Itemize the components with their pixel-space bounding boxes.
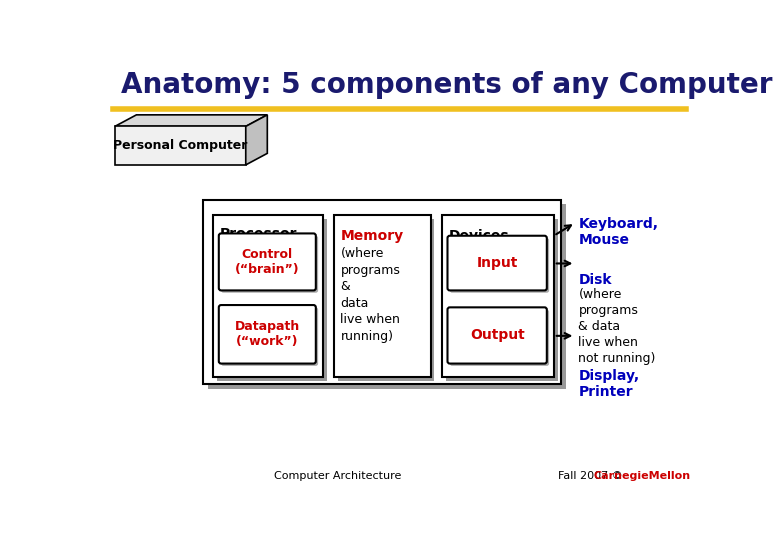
Text: Computer: Computer: [250, 213, 319, 227]
Text: (where
programs
&
data
live when
running): (where programs & data live when running…: [340, 247, 400, 343]
FancyBboxPatch shape: [208, 204, 566, 389]
FancyBboxPatch shape: [339, 219, 434, 381]
Text: Devices: Devices: [448, 229, 509, 243]
FancyBboxPatch shape: [335, 215, 431, 377]
FancyBboxPatch shape: [442, 215, 554, 377]
FancyBboxPatch shape: [448, 307, 547, 363]
FancyBboxPatch shape: [446, 219, 558, 381]
FancyBboxPatch shape: [450, 309, 549, 366]
FancyBboxPatch shape: [448, 236, 547, 291]
FancyBboxPatch shape: [218, 219, 327, 381]
Polygon shape: [246, 115, 268, 165]
Text: Memory: Memory: [340, 229, 403, 243]
FancyBboxPatch shape: [219, 305, 316, 363]
FancyBboxPatch shape: [219, 233, 316, 291]
Text: Control
(“brain”): Control (“brain”): [235, 248, 300, 276]
Text: (where
programs
& data
live when
not running): (where programs & data live when not run…: [579, 288, 656, 365]
FancyBboxPatch shape: [450, 238, 549, 293]
FancyBboxPatch shape: [221, 307, 318, 366]
Polygon shape: [115, 126, 246, 165]
Text: Fall 2007 ©: Fall 2007 ©: [558, 471, 622, 481]
Text: Personal Computer: Personal Computer: [113, 139, 247, 152]
Text: Disk: Disk: [579, 273, 612, 287]
Text: Computer Architecture: Computer Architecture: [275, 471, 402, 481]
Text: Datapath
(“work”): Datapath (“work”): [235, 320, 300, 348]
FancyBboxPatch shape: [204, 200, 562, 384]
Text: Anatomy: 5 components of any Computer: Anatomy: 5 components of any Computer: [121, 71, 772, 99]
Polygon shape: [115, 115, 268, 126]
FancyBboxPatch shape: [221, 236, 318, 293]
FancyBboxPatch shape: [214, 215, 323, 377]
Text: Input: Input: [477, 256, 518, 270]
Text: Output: Output: [470, 328, 524, 342]
Text: Display,
Printer: Display, Printer: [579, 369, 640, 399]
Text: Keyboard,
Mouse: Keyboard, Mouse: [579, 217, 658, 247]
Text: CarnegieMellon: CarnegieMellon: [594, 471, 691, 481]
Text: Processor: Processor: [220, 227, 297, 241]
